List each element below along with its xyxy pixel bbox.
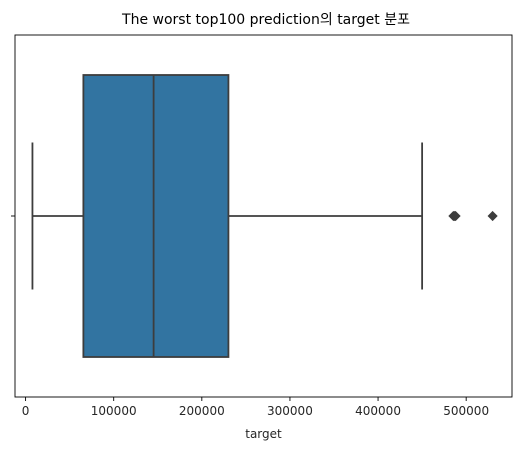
outlier-point xyxy=(487,210,498,222)
x-tick-label: 100000 xyxy=(91,404,137,418)
x-tick-label: 200000 xyxy=(179,404,225,418)
x-axis-ticks: 0 100000 200000 300000 400000 500000 xyxy=(22,397,489,418)
x-axis-label: target xyxy=(245,427,282,441)
chart-title: The worst top100 prediction의 target 분포 xyxy=(121,12,410,28)
plot-area xyxy=(31,74,498,358)
x-tick-label: 0 xyxy=(22,404,30,418)
x-tick-label: 400000 xyxy=(355,404,401,418)
x-tick-label: 300000 xyxy=(267,404,313,418)
interquartile-box xyxy=(82,74,230,358)
outlier-point xyxy=(450,210,461,222)
x-tick-label: 500000 xyxy=(443,404,489,418)
